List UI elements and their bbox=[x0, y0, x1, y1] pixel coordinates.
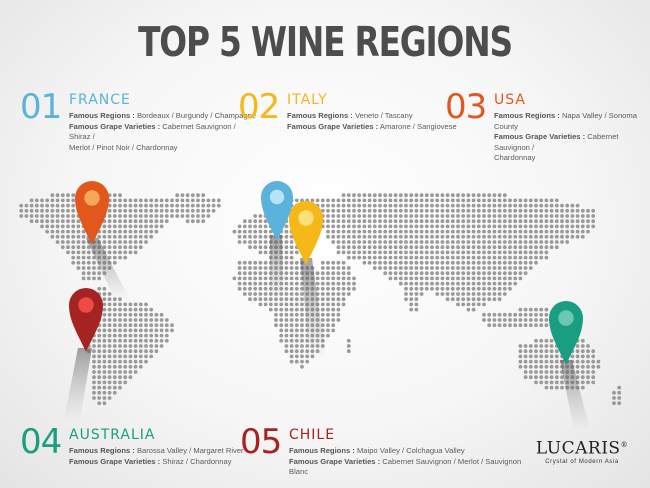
brand-logo: LUCARIS® Crystal of Modern Asia bbox=[532, 437, 632, 466]
usa-pin-body bbox=[75, 181, 109, 245]
usa-pin-shadow bbox=[86, 238, 130, 300]
regions-label: Famous Regions : bbox=[289, 446, 355, 455]
region-name: CHILE bbox=[289, 427, 336, 443]
region-name: USA bbox=[494, 92, 526, 108]
chile-pin-center bbox=[78, 297, 94, 313]
regions-value: Veneto / Tascany bbox=[354, 111, 413, 120]
italy-pin-center bbox=[298, 210, 314, 226]
region-number: 04 bbox=[20, 422, 62, 462]
australia-pin-shadow bbox=[560, 360, 590, 430]
australia-pin bbox=[549, 301, 583, 365]
usa-pin bbox=[75, 181, 109, 245]
regions-label: Famous Regions : bbox=[494, 111, 560, 120]
regions-label: Famous Regions : bbox=[287, 111, 353, 120]
italy-pin-body bbox=[289, 201, 323, 265]
grapes-value: Cabernet Sauvignon / bbox=[494, 132, 619, 152]
region-name: ITALY bbox=[287, 92, 328, 108]
grapes-label: Famous Grape Varieties : bbox=[289, 456, 381, 466]
france-pin-body bbox=[261, 181, 293, 241]
regions-value: Bordeaux / Burgundy / Champagne bbox=[136, 111, 256, 120]
usa-pin-center bbox=[84, 190, 100, 206]
regions-label: Famous Regions : bbox=[69, 446, 135, 455]
pin-shadows bbox=[64, 235, 590, 430]
chile-pin bbox=[69, 288, 103, 352]
australia-pin-body bbox=[549, 301, 583, 365]
regions-value: Barossa Valley / Margaret River bbox=[136, 446, 244, 455]
regions-value: Maipo Valley / Colchagua Valley bbox=[356, 446, 465, 455]
chile-pin-shadow bbox=[64, 348, 92, 420]
region-details: Famous Regions : Maipo Valley / Colchagu… bbox=[289, 446, 539, 478]
logo-wordmark: LUCARIS® bbox=[532, 437, 632, 458]
australia-pin-center bbox=[558, 310, 574, 326]
grapes-value: Cabernet Sauvignon / Shiraz / bbox=[69, 121, 236, 142]
region-details: Famous Regions : Napa Valley / Sonoma Co… bbox=[494, 111, 644, 164]
region-number: 05 bbox=[240, 422, 282, 462]
france-pin bbox=[261, 181, 293, 241]
region-number: 01 bbox=[20, 87, 62, 127]
region-details: Famous Regions : Bordeaux / Burgundy / C… bbox=[69, 111, 259, 153]
region-details: Famous Regions : Barossa Valley / Margar… bbox=[69, 446, 269, 467]
logo-name: LUCARIS bbox=[535, 438, 621, 459]
page-title: TOP 5 WINE REGIONS bbox=[138, 18, 513, 66]
grapes-label: Famous Grape Varieties : bbox=[69, 456, 161, 466]
region-details: Famous Regions : Veneto / Tascany Famous… bbox=[287, 111, 487, 132]
regions-label: Famous Regions : bbox=[69, 111, 135, 120]
region-name: AUSTRALIA bbox=[69, 427, 156, 443]
grapes-value: Amarone / Sangiovese bbox=[379, 121, 457, 131]
grapes-value: Cabernet Sauvignon / Merlot / Sauvignon … bbox=[289, 456, 522, 477]
region-number: 02 bbox=[238, 87, 280, 127]
grapes-value-cont: Chardonnay bbox=[494, 153, 536, 162]
grapes-label: Famous Grape Varieties : bbox=[494, 132, 586, 141]
italy-pin-shadow bbox=[300, 258, 326, 360]
logo-tagline: Crystal of Modern Asia bbox=[545, 458, 619, 465]
italy-pin bbox=[289, 201, 323, 265]
grapes-label: Famous Grape Varieties : bbox=[69, 121, 161, 131]
france-pin-center bbox=[269, 189, 285, 205]
region-name: FRANCE bbox=[69, 92, 131, 108]
grapes-label: Famous Grape Varieties : bbox=[287, 121, 379, 131]
grapes-value: Shiraz / Chardonnay bbox=[162, 456, 232, 466]
chile-pin-body bbox=[69, 288, 103, 352]
map-dots bbox=[19, 193, 622, 406]
logo-registered: ® bbox=[620, 441, 629, 449]
region-number: 03 bbox=[445, 87, 487, 127]
france-pin-shadow bbox=[270, 235, 284, 300]
grapes-value-cont: Merlot / Pinot Noir / Chardonnay bbox=[69, 142, 178, 152]
regions-value: Napa Valley / Sonoma County bbox=[494, 111, 637, 131]
